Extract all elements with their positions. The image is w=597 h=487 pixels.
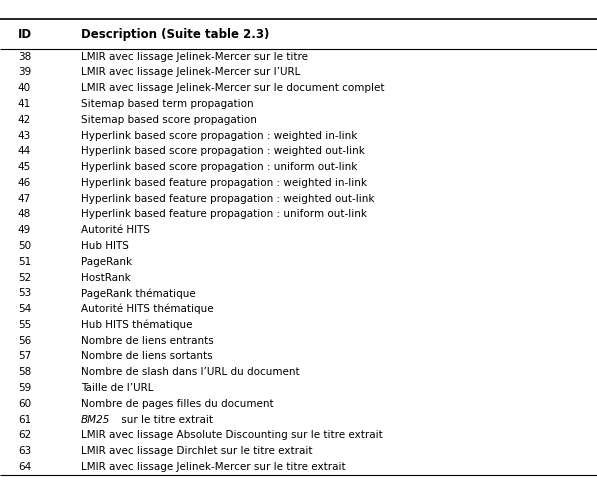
Text: 52: 52 <box>18 273 31 282</box>
Text: Nombre de slash dans l’URL du document: Nombre de slash dans l’URL du document <box>81 367 299 377</box>
Text: 62: 62 <box>18 431 31 440</box>
Text: Hub HITS: Hub HITS <box>81 241 128 251</box>
Text: 53: 53 <box>18 288 31 299</box>
Text: Taille de l’URL: Taille de l’URL <box>81 383 153 393</box>
Text: 54: 54 <box>18 304 31 314</box>
Text: 42: 42 <box>18 115 31 125</box>
Text: Autorité HITS: Autorité HITS <box>81 225 150 235</box>
Text: LMIR avec lissage Jelinek-Mercer sur le document complet: LMIR avec lissage Jelinek-Mercer sur le … <box>81 83 384 93</box>
Text: 64: 64 <box>18 462 31 472</box>
Text: Nombre de pages filles du document: Nombre de pages filles du document <box>81 399 273 409</box>
Text: 41: 41 <box>18 99 31 109</box>
Text: Autorité HITS thématique: Autorité HITS thématique <box>81 304 213 315</box>
Text: 55: 55 <box>18 320 31 330</box>
Text: Hyperlink based feature propagation : uniform out-link: Hyperlink based feature propagation : un… <box>81 209 367 220</box>
Text: 63: 63 <box>18 446 31 456</box>
Text: HostRank: HostRank <box>81 273 130 282</box>
Text: Description (Suite table 2.3): Description (Suite table 2.3) <box>81 28 269 40</box>
Text: 57: 57 <box>18 352 31 361</box>
Text: 38: 38 <box>18 52 31 61</box>
Text: 39: 39 <box>18 67 31 77</box>
Text: Nombre de liens entrants: Nombre de liens entrants <box>81 336 213 346</box>
Text: 61: 61 <box>18 414 31 425</box>
Text: 44: 44 <box>18 146 31 156</box>
Text: 50: 50 <box>18 241 31 251</box>
Text: 48: 48 <box>18 209 31 220</box>
Text: 59: 59 <box>18 383 31 393</box>
Text: PageRank thématique: PageRank thématique <box>81 288 195 299</box>
Text: 51: 51 <box>18 257 31 267</box>
Text: BM25: BM25 <box>81 414 110 425</box>
Text: 56: 56 <box>18 336 31 346</box>
Text: Hyperlink based score propagation : weighted in-link: Hyperlink based score propagation : weig… <box>81 131 357 141</box>
Text: Hyperlink based feature propagation : weighted out-link: Hyperlink based feature propagation : we… <box>81 194 374 204</box>
Text: LMIR avec lissage Dirchlet sur le titre extrait: LMIR avec lissage Dirchlet sur le titre … <box>81 446 312 456</box>
Text: LMIR avec lissage Jelinek-Mercer sur le titre extrait: LMIR avec lissage Jelinek-Mercer sur le … <box>81 462 345 472</box>
Text: Hyperlink based feature propagation : weighted in-link: Hyperlink based feature propagation : we… <box>81 178 367 188</box>
Text: Hub HITS thématique: Hub HITS thématique <box>81 319 192 330</box>
Text: LMIR avec lissage Absolute Discounting sur le titre extrait: LMIR avec lissage Absolute Discounting s… <box>81 431 382 440</box>
Text: Hyperlink based score propagation : weighted out-link: Hyperlink based score propagation : weig… <box>81 146 365 156</box>
Text: Sitemap based score propagation: Sitemap based score propagation <box>81 115 257 125</box>
Text: 49: 49 <box>18 225 31 235</box>
Text: LMIR avec lissage Jelinek-Mercer sur le titre: LMIR avec lissage Jelinek-Mercer sur le … <box>81 52 307 61</box>
Text: 58: 58 <box>18 367 31 377</box>
Text: Sitemap based term propagation: Sitemap based term propagation <box>81 99 253 109</box>
Text: Hyperlink based score propagation : uniform out-link: Hyperlink based score propagation : unif… <box>81 162 357 172</box>
Text: Nombre de liens sortants: Nombre de liens sortants <box>81 352 212 361</box>
Text: LMIR avec lissage Jelinek-Mercer sur l’URL: LMIR avec lissage Jelinek-Mercer sur l’U… <box>81 67 300 77</box>
Text: 40: 40 <box>18 83 31 93</box>
Text: sur le titre extrait: sur le titre extrait <box>118 414 214 425</box>
Text: 45: 45 <box>18 162 31 172</box>
Text: 47: 47 <box>18 194 31 204</box>
Text: 43: 43 <box>18 131 31 141</box>
Text: ID: ID <box>18 28 32 40</box>
Text: PageRank: PageRank <box>81 257 132 267</box>
Text: 46: 46 <box>18 178 31 188</box>
Text: 60: 60 <box>18 399 31 409</box>
